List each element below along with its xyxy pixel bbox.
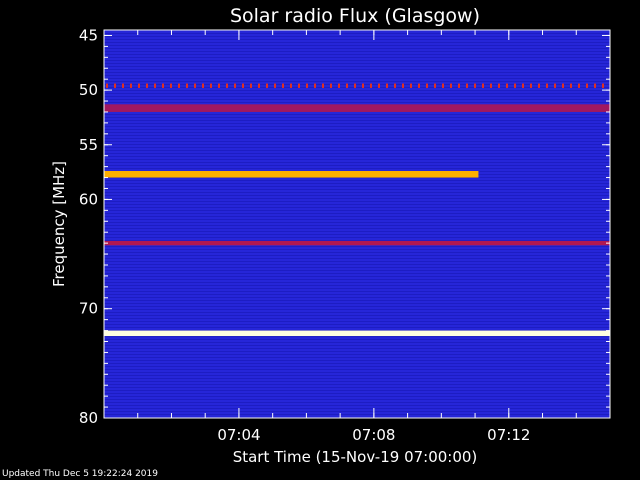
emission-dot bbox=[226, 83, 228, 88]
emission-dot bbox=[570, 83, 572, 88]
emission-dot bbox=[178, 83, 180, 88]
emission-dot bbox=[362, 83, 364, 88]
emission-dot bbox=[282, 83, 284, 88]
plot-area bbox=[104, 30, 610, 418]
x-tick-label: 07:08 bbox=[352, 426, 395, 444]
updated-timestamp: Updated Thu Dec 5 19:22:24 2019 bbox=[2, 469, 158, 479]
emission-dot bbox=[386, 83, 388, 88]
emission-dot bbox=[210, 83, 212, 88]
emission-dot bbox=[146, 83, 148, 88]
emission-dot bbox=[466, 83, 468, 88]
y-tick-label: 45 bbox=[79, 26, 98, 44]
emission-dot bbox=[546, 83, 548, 88]
emission-dot bbox=[402, 83, 404, 88]
emission-dot bbox=[442, 83, 444, 88]
emission-dot bbox=[258, 83, 260, 88]
emission-dot bbox=[538, 83, 540, 88]
plot-texture bbox=[104, 30, 610, 418]
x-tick-label: 07:04 bbox=[217, 426, 260, 444]
emission-band-1 bbox=[104, 104, 610, 112]
emission-dot bbox=[218, 83, 220, 88]
y-tick-label: 80 bbox=[79, 409, 98, 427]
emission-dot bbox=[522, 83, 524, 88]
y-axis-title: Frequency [MHz] bbox=[50, 161, 68, 287]
emission-band-2 bbox=[104, 170, 479, 178]
emission-dot bbox=[434, 83, 436, 88]
emission-dot bbox=[474, 83, 476, 88]
x-tick-label: 07:12 bbox=[487, 426, 530, 444]
emission-band-0 bbox=[106, 83, 604, 88]
y-tick-label: 60 bbox=[79, 190, 98, 208]
y-tick-label: 55 bbox=[79, 136, 98, 154]
emission-dot bbox=[578, 83, 580, 88]
emission-dot bbox=[106, 83, 108, 88]
emission-dot bbox=[554, 83, 556, 88]
emission-band-4 bbox=[104, 330, 610, 337]
emission-dot bbox=[186, 83, 188, 88]
emission-dot bbox=[170, 83, 172, 88]
emission-dot bbox=[410, 83, 412, 88]
emission-dot bbox=[562, 83, 564, 88]
y-axis: 45 50 55 60 70 80 bbox=[79, 26, 610, 427]
x-axis-title: Start Time (15-Nov-19 07:00:00) bbox=[233, 448, 478, 466]
plot-frame bbox=[103, 29, 611, 419]
emission-dot bbox=[194, 83, 196, 88]
y-tick-label: 50 bbox=[79, 81, 98, 99]
emission-dot bbox=[338, 83, 340, 88]
emission-dot bbox=[594, 83, 596, 88]
emission-dot bbox=[234, 83, 236, 88]
emission-dot bbox=[130, 83, 132, 88]
emission-dot bbox=[346, 83, 348, 88]
emission-dot bbox=[482, 83, 484, 88]
x-axis: 07:04 07:08 07:12 bbox=[137, 30, 577, 444]
emission-dot bbox=[290, 83, 292, 88]
emission-dot bbox=[370, 83, 372, 88]
emission-dot bbox=[162, 83, 164, 88]
chart-title: Solar radio Flux (Glasgow) bbox=[230, 5, 480, 27]
emission-dot bbox=[378, 83, 380, 88]
emission-dot bbox=[586, 83, 588, 88]
emission-band-3 bbox=[104, 240, 610, 246]
emission-dot bbox=[394, 83, 396, 88]
emission-dot bbox=[498, 83, 500, 88]
emission-dot bbox=[242, 83, 244, 88]
emission-dot bbox=[354, 83, 356, 88]
emission-dot bbox=[266, 83, 268, 88]
emission-dot bbox=[458, 83, 460, 88]
emission-dot bbox=[426, 83, 428, 88]
emission-dot bbox=[114, 83, 116, 88]
emission-dot bbox=[306, 83, 308, 88]
emission-dot bbox=[450, 83, 452, 88]
emission-dot bbox=[490, 83, 492, 88]
emission-dot bbox=[298, 83, 300, 88]
emission-dot bbox=[122, 83, 124, 88]
emission-dot bbox=[138, 83, 140, 88]
emission-dot bbox=[602, 83, 604, 88]
emission-dot bbox=[250, 83, 252, 88]
emission-bands bbox=[104, 83, 610, 337]
emission-dot bbox=[274, 83, 276, 88]
emission-dot bbox=[514, 83, 516, 88]
emission-dot bbox=[202, 83, 204, 88]
emission-dot bbox=[506, 83, 508, 88]
emission-dot bbox=[330, 83, 332, 88]
emission-dot bbox=[322, 83, 324, 88]
emission-dot bbox=[530, 83, 532, 88]
y-tick-label: 70 bbox=[79, 300, 98, 318]
emission-dot bbox=[154, 83, 156, 88]
emission-dot bbox=[418, 83, 420, 88]
emission-dot bbox=[314, 83, 316, 88]
